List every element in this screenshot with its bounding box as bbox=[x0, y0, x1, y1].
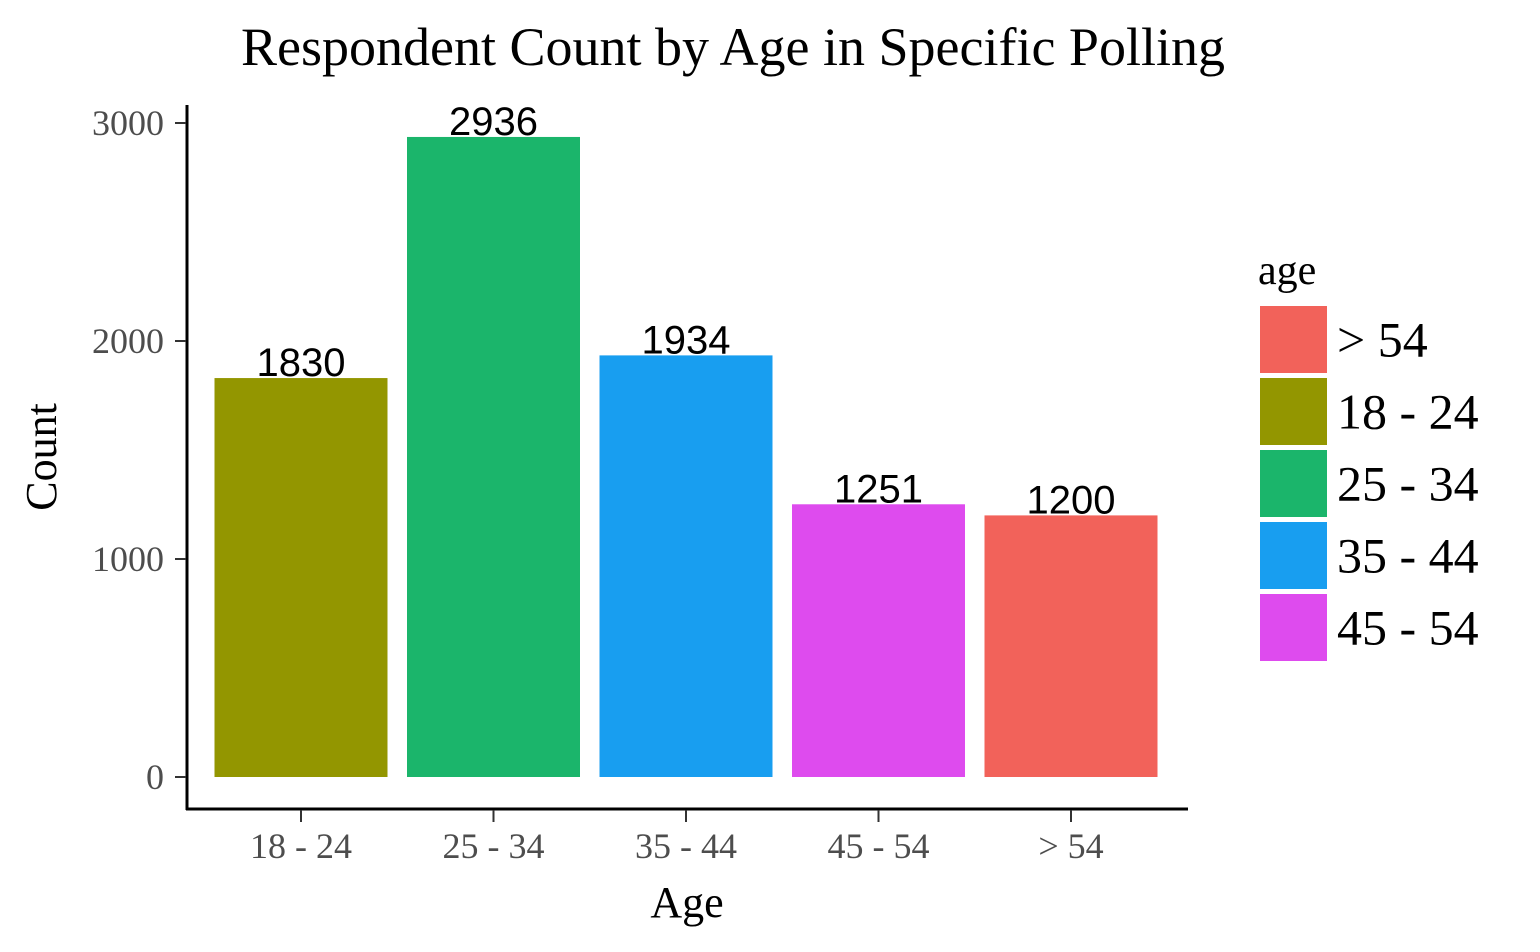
legend: age > 54 18 - 24 25 - 34 35 - 44 45 - 54 bbox=[1258, 248, 1479, 661]
x-tick-label: 35 - 44 bbox=[635, 826, 737, 866]
x-ticks-group: 18 - 24 25 - 34 35 - 44 45 - 54 > 54 bbox=[250, 810, 1104, 866]
x-tick-label: 25 - 34 bbox=[443, 826, 545, 866]
chart-title: Respondent Count by Age in Specific Poll… bbox=[241, 17, 1225, 77]
data-labels-group: 1830 2936 1934 1251 1200 bbox=[257, 100, 1116, 522]
y-tick-label: 2000 bbox=[92, 321, 164, 361]
y-axis-label: Count bbox=[17, 403, 66, 511]
legend-label: 45 - 54 bbox=[1337, 600, 1479, 656]
bar bbox=[792, 504, 965, 777]
legend-title: age bbox=[1258, 248, 1316, 294]
bar bbox=[599, 355, 773, 777]
bars-group bbox=[214, 136, 1158, 777]
plot-area: 1830 2936 1934 1251 1200 0 1000 2000 3000 18 - … bbox=[92, 100, 1188, 866]
legend-swatch bbox=[1260, 450, 1327, 517]
bar-data-label: 1251 bbox=[834, 467, 923, 511]
y-tick-label: 3000 bbox=[92, 103, 164, 143]
legend-label: 25 - 34 bbox=[1337, 456, 1479, 512]
bar-data-label: 1200 bbox=[1027, 478, 1116, 522]
y-ticks-group: 0 1000 2000 3000 bbox=[92, 103, 186, 797]
legend-swatch bbox=[1260, 378, 1327, 445]
bar-data-label: 1830 bbox=[257, 341, 346, 385]
x-tick-label: > 54 bbox=[1038, 826, 1103, 866]
bar bbox=[984, 515, 1158, 777]
bar bbox=[214, 378, 388, 777]
legend-swatch bbox=[1260, 306, 1327, 373]
bar-data-label: 1934 bbox=[642, 318, 731, 362]
legend-items-group: > 54 18 - 24 25 - 34 35 - 44 45 - 54 bbox=[1260, 306, 1479, 661]
legend-swatch bbox=[1260, 522, 1327, 589]
bar bbox=[407, 136, 580, 777]
y-tick-label: 0 bbox=[146, 757, 164, 797]
bar-data-label: 2936 bbox=[449, 100, 538, 144]
legend-label: > 54 bbox=[1337, 312, 1428, 368]
y-tick-label: 1000 bbox=[92, 539, 164, 579]
x-tick-label: 18 - 24 bbox=[250, 826, 352, 866]
x-tick-label: 45 - 54 bbox=[828, 826, 930, 866]
legend-swatch bbox=[1260, 594, 1327, 661]
legend-label: 18 - 24 bbox=[1337, 384, 1479, 440]
legend-label: 35 - 44 bbox=[1337, 528, 1479, 584]
x-axis-label: Age bbox=[650, 878, 723, 927]
